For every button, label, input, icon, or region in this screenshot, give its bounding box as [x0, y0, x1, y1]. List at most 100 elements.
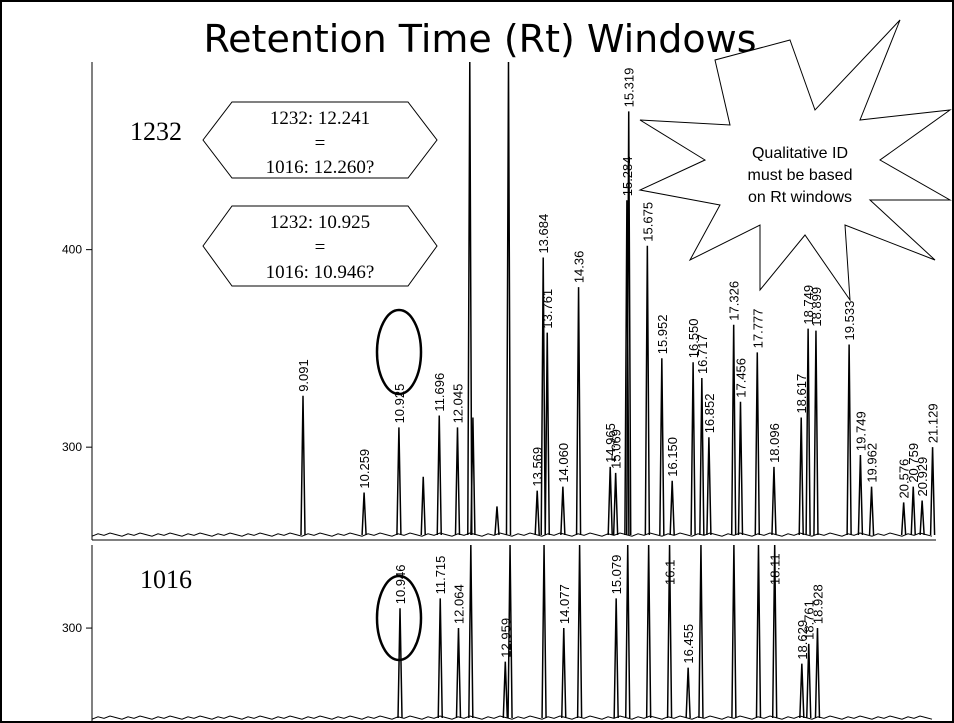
peak-label: 10.946: [393, 565, 408, 605]
starburst: [638, 19, 952, 302]
peak: [534, 490, 540, 536]
peak-label: 18.617: [794, 374, 809, 414]
peak-label: 20.759: [906, 443, 921, 483]
peak: [868, 486, 875, 536]
peak-label: 16.550: [686, 318, 701, 358]
peak: [560, 486, 566, 536]
peak-label: 18.899: [809, 287, 824, 327]
peak: [467, 61, 473, 536]
peak-label: 12.064: [451, 584, 466, 624]
peak: [507, 544, 513, 719]
sample-label: 1232: [130, 117, 182, 146]
peak-label: 12.959: [498, 618, 513, 658]
peak: [541, 544, 547, 719]
callout-text: =: [315, 133, 326, 154]
peak: [540, 257, 546, 536]
peak-label: 16.150: [665, 437, 680, 477]
peak-label: 14.965: [603, 423, 618, 463]
peak: [666, 544, 673, 719]
callout: [202, 101, 438, 179]
peak: [502, 661, 509, 719]
peak: [846, 344, 852, 536]
peak: [755, 544, 762, 719]
callout-text: =: [315, 237, 326, 258]
peak: [454, 427, 461, 536]
callout-text: 1232: 10.925: [270, 212, 370, 233]
peak: [624, 544, 631, 719]
peak: [857, 455, 864, 536]
y-tick-label: 300: [62, 621, 82, 635]
peak-label: 19.533: [842, 301, 857, 341]
peak-label: 18.629: [795, 620, 810, 660]
peak: [919, 500, 925, 536]
peak-label: 11.715: [433, 556, 448, 595]
peak-label: 18.749: [801, 285, 816, 325]
baseline-trace: [91, 532, 933, 537]
peak: [645, 544, 652, 719]
peak-label: 18.11: [768, 553, 783, 585]
sample-label: 1016: [140, 565, 192, 594]
baseline-trace: [91, 715, 933, 720]
peak: [754, 352, 761, 536]
starburst-text: Qualitative ID: [752, 145, 848, 162]
peak-label: 16.1: [663, 560, 678, 585]
peak-label: 17.326: [727, 281, 742, 321]
peak: [731, 544, 737, 719]
peak-label: 15.675: [640, 202, 655, 242]
callout-text: 1016: 12.260?: [266, 157, 375, 178]
peak: [659, 358, 665, 536]
y-tick-label: 300: [62, 440, 82, 454]
peak: [798, 417, 804, 536]
peak: [544, 332, 550, 536]
peak: [361, 492, 367, 536]
y-tick-label: 400: [62, 243, 82, 257]
peak-label: 18.761: [802, 600, 817, 640]
peak-label: 17.777: [750, 309, 765, 349]
peak: [494, 506, 500, 536]
peak-label: 15.069: [609, 429, 624, 469]
peak: [468, 544, 474, 719]
callout: [202, 205, 438, 287]
peak-label: 14.077: [557, 584, 572, 624]
peak: [625, 111, 632, 536]
peak-label: 20.929: [915, 457, 930, 497]
peak-label: 15.284: [620, 156, 635, 196]
peak-label: 14.36: [572, 251, 587, 284]
peak-label: 15.319: [622, 68, 637, 108]
peak-label: 19.962: [865, 443, 880, 483]
peak: [624, 200, 630, 536]
peak-label: 16.717: [695, 334, 710, 374]
starburst-text: must be based: [748, 167, 853, 184]
peak: [420, 476, 426, 536]
peak: [613, 598, 619, 719]
peak: [561, 628, 567, 719]
peak: [612, 472, 619, 536]
peak-label: 10.925: [392, 384, 407, 424]
peak: [910, 486, 916, 536]
peak-label: 13.569: [530, 447, 545, 487]
peak-label: 18.928: [810, 584, 825, 624]
peak: [575, 287, 582, 536]
peak-label: 13.684: [536, 214, 551, 254]
callout-text: 1232: 12.241: [270, 108, 370, 129]
peak: [706, 437, 712, 536]
peak: [737, 401, 744, 536]
peak-label: 16.852: [702, 394, 717, 434]
plots: 1232 300 400 9.091 10.259 10.925 11.696 12.045 1…: [62, 61, 941, 723]
peak-label: 17.456: [733, 358, 748, 398]
peak-label: 15.952: [655, 315, 670, 355]
peak: [397, 608, 403, 719]
peak-label: 20.576: [897, 459, 912, 499]
peak-label: 13.761: [540, 289, 555, 329]
peak: [699, 378, 705, 536]
peak: [698, 544, 704, 719]
peak: [669, 480, 675, 536]
peak: [799, 663, 805, 719]
peak-label: 18.096: [767, 423, 782, 463]
peak: [300, 395, 306, 536]
highlight-ellipse: [375, 574, 423, 662]
peak-label: 14.060: [556, 443, 571, 483]
peak: [900, 502, 907, 536]
peak: [730, 324, 737, 536]
